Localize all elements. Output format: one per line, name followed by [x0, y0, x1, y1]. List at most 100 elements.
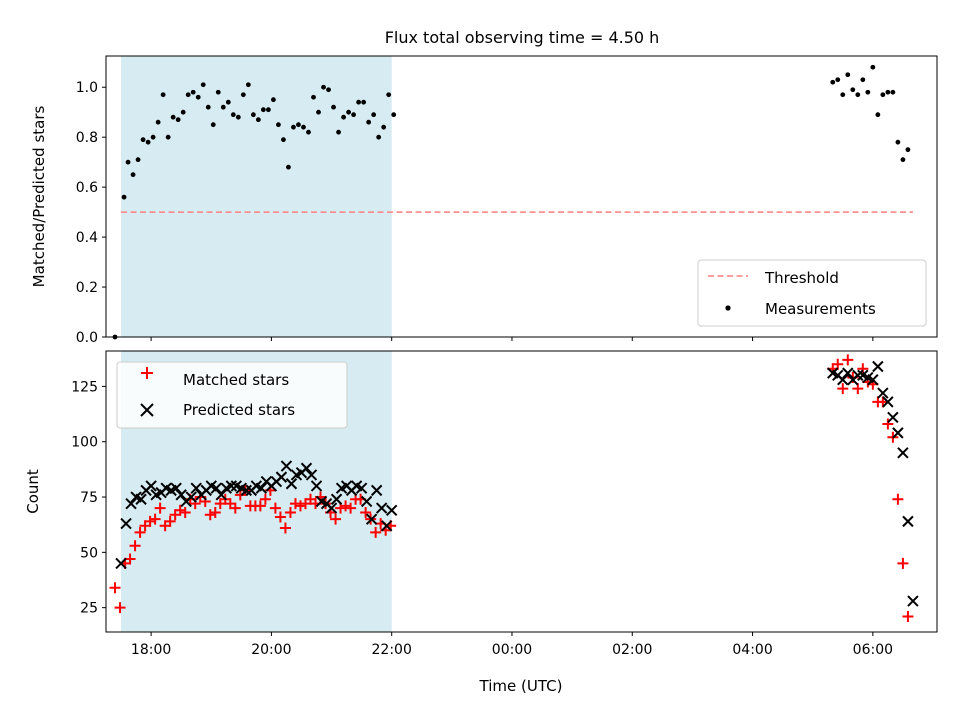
measurement-point: [230, 112, 236, 118]
y-tick-label: 50: [80, 545, 98, 561]
predicted-star-point: [897, 447, 909, 459]
measurement-point: [321, 84, 326, 90]
measurement-point: [200, 82, 206, 88]
x-tick-label: 22:00: [372, 642, 412, 658]
measurement-point: [386, 92, 392, 98]
measurement-point: [890, 89, 896, 95]
legend-predicted-marker: [140, 403, 154, 417]
measurement-point: [870, 64, 876, 70]
count-axes-frame: [105, 350, 938, 633]
predicted-star-point: [360, 495, 373, 508]
measurement-point: [331, 104, 336, 110]
measurement-point: [905, 147, 911, 153]
measurement-point: [195, 94, 201, 100]
predicted-star-point: [120, 517, 132, 530]
predicted-star-point: [175, 489, 187, 501]
measurement-point: [361, 99, 367, 105]
predicted-star-point: [380, 520, 393, 532]
matched-star-point: [289, 498, 301, 510]
matched-star-point: [370, 526, 382, 538]
measurement-point: [155, 119, 161, 125]
predicted-star-point: [385, 504, 398, 517]
matched-star-point: [842, 354, 854, 366]
measurement-point: [235, 114, 241, 120]
matched-star-point: [279, 522, 291, 534]
measurement-point: [885, 89, 891, 95]
y-axis-label-count: Count: [24, 469, 42, 514]
matched-star-point: [340, 500, 352, 512]
matched-star-point: [114, 602, 126, 614]
measurement-point: [245, 82, 251, 88]
matched-star-point: [154, 502, 166, 514]
matched-star-point: [837, 383, 849, 395]
measurement-point: [301, 124, 306, 130]
x-tick-label: 04:00: [732, 642, 772, 658]
y-tick-label: 0.8: [76, 130, 98, 146]
measurement-point: [190, 89, 196, 95]
measurement-point: [145, 139, 151, 145]
measurement-point: [346, 109, 351, 115]
matched-star-point: [360, 507, 372, 519]
measurement-point: [185, 92, 191, 98]
matched-star-point: [229, 502, 241, 514]
measurement-point: [240, 92, 246, 98]
measurement-point: [130, 172, 136, 178]
y-tick-label: 25: [80, 601, 98, 617]
measurement-point: [895, 139, 901, 145]
y-tick-label: 125: [71, 379, 98, 395]
matched-star-point: [892, 493, 904, 505]
y-axis-ticks: 0.0 0.2 0.4 0.6 0.8 1.0: [76, 80, 106, 346]
matched-star-point: [330, 513, 342, 525]
matched-star-point: [254, 500, 266, 512]
measurement-point: [391, 112, 397, 118]
count-panel: 25 50 75 100 125 18:00 20:00 22:00 00:00 02:00 04…: [24, 350, 938, 695]
measurement-point: [326, 87, 331, 93]
measurement-point: [210, 122, 216, 128]
x-tick-label: 06:00: [853, 642, 893, 658]
matched-star-point: [882, 418, 894, 430]
x-tick-label: 02:00: [612, 642, 652, 658]
legend-measurements-label: Measurements: [765, 300, 876, 318]
measurement-point: [840, 92, 846, 98]
predicted-star-point: [215, 489, 227, 501]
measurement-point: [135, 157, 141, 163]
measurement-point: [366, 119, 372, 125]
predicted-star-point: [842, 367, 854, 379]
predicted-star-point: [210, 482, 222, 494]
measurement-point: [255, 117, 261, 123]
legend-ratio: Threshold Measurements: [697, 259, 927, 327]
y-tick-label: 100: [71, 435, 98, 451]
measurement-point: [260, 107, 266, 113]
measurement-point: [296, 122, 301, 128]
legend-predicted-label: Predicted stars: [183, 401, 295, 419]
predicted-star-point: [170, 482, 182, 494]
measurement-point: [880, 92, 886, 98]
measurement-point: [121, 194, 127, 200]
measurement-point: [381, 124, 387, 130]
predicted-star-point: [887, 411, 899, 424]
predicted-star-point: [275, 471, 288, 483]
predicted-star-point: [892, 427, 904, 439]
predicted-star-point: [185, 491, 197, 503]
matched-star-point: [294, 500, 306, 512]
matched-star-point: [209, 507, 221, 519]
matched-star-point: [274, 511, 286, 523]
x-axis-label: Time (UTC): [479, 677, 563, 695]
measurement-point: [371, 112, 377, 118]
matched-star-point: [149, 513, 161, 525]
measurement-point: [316, 109, 321, 115]
measurement-point: [165, 134, 171, 140]
measurement-point: [865, 89, 871, 95]
predicted-star-point: [877, 387, 889, 399]
ratio-panel: 0.0 0.2 0.4 0.6 0.8 1.0 Matched/Predicted sta…: [30, 55, 938, 346]
predicted-star-point: [867, 374, 879, 386]
ratio-axes-frame: [105, 55, 938, 338]
measurement-point: [376, 134, 382, 140]
measurement-point: [271, 97, 276, 103]
predicted-star-point: [190, 482, 202, 494]
matched-star-point: [852, 383, 864, 395]
predicted-star-point: [882, 396, 894, 408]
predicted-star-point: [355, 482, 368, 494]
measurement-point: [150, 134, 156, 140]
